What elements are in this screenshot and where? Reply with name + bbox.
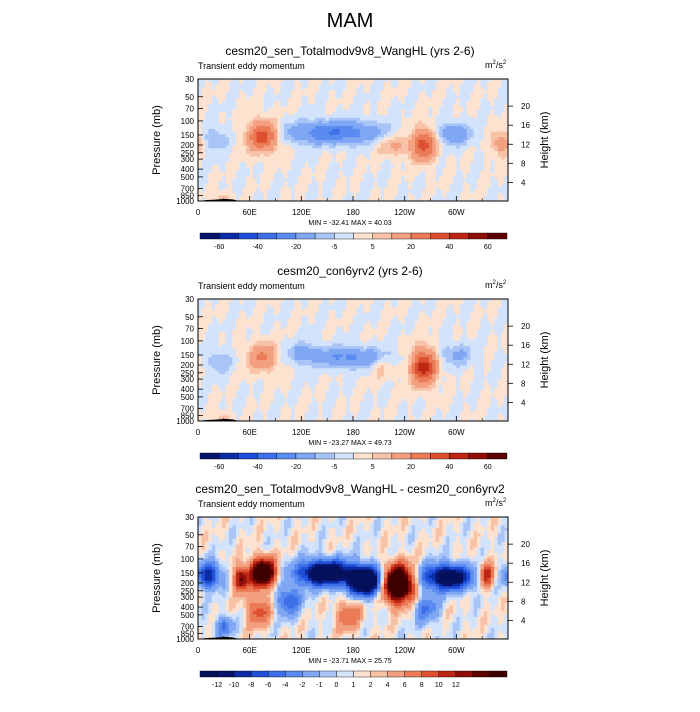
y-tick-label: 1000 xyxy=(176,197,194,206)
x-tick-label: 120E xyxy=(292,208,311,217)
colorbar-label: -60 xyxy=(214,244,224,251)
colorbar-swatch xyxy=(334,233,353,239)
colorbar-swatch xyxy=(238,233,257,239)
height-tick-label: 16 xyxy=(521,121,530,130)
colorbar-label: 60 xyxy=(484,244,492,251)
height-tick-label: 20 xyxy=(521,102,530,111)
height-tick-label: 12 xyxy=(521,140,530,149)
colorbar-swatch xyxy=(411,233,430,239)
y-tick-label: 70 xyxy=(185,104,194,113)
x-tick-label: 180 xyxy=(346,208,360,217)
colorbar-swatch xyxy=(392,233,411,239)
contour-field xyxy=(198,299,509,422)
colorbar-swatch xyxy=(449,233,468,239)
colorbar-swatch xyxy=(488,233,507,239)
panel-plot: 3050701001502002503004005007008501000201… xyxy=(0,264,700,494)
x-tick-label: 60E xyxy=(243,208,257,217)
colorbar-swatch xyxy=(469,233,488,239)
colorbar-swatch xyxy=(219,233,238,239)
x-tick-label: 0 xyxy=(196,208,201,217)
colorbar-swatch xyxy=(200,233,219,239)
colorbar-swatch xyxy=(430,233,449,239)
y-tick-label: 100 xyxy=(181,117,195,126)
x-tick-label: 120W xyxy=(394,208,415,217)
colorbar-swatch xyxy=(354,233,373,239)
y-tick-label: 150 xyxy=(181,131,195,140)
colorbar-label: 40 xyxy=(446,244,454,251)
contour-field xyxy=(198,79,509,202)
y-tick-label: 500 xyxy=(181,173,195,182)
figure-title: MAM xyxy=(0,10,700,33)
height-tick-label: 4 xyxy=(521,178,526,187)
y-tick-label: 50 xyxy=(185,93,194,102)
panel-plot: 3050701001502002503004005007008501000201… xyxy=(0,44,700,274)
colorbar-swatch xyxy=(315,233,334,239)
y-tick-label: 30 xyxy=(185,75,194,84)
colorbar-label: 20 xyxy=(407,244,415,251)
colorbar-swatch xyxy=(296,233,315,239)
y-axis-title: Pressure (mb) xyxy=(151,105,163,175)
min-max-label: MIN = -32.41 MAX = 40.03 xyxy=(0,220,700,227)
colorbar-label: -5 xyxy=(331,244,337,251)
colorbar-label: -40 xyxy=(253,244,263,251)
x-tick-label: 60W xyxy=(448,208,465,217)
colorbar-swatch xyxy=(258,233,277,239)
y-axis-title-right: Height (km) xyxy=(539,112,551,169)
panel-1: cesm20_sen_Totalmodv9v8_WangHL (yrs 2-6)… xyxy=(0,44,700,274)
panel-2: cesm20_con6yrv2 (yrs 2-6) Transient eddy… xyxy=(0,264,700,494)
colorbar-label: -20 xyxy=(291,244,301,251)
y-tick-label: 300 xyxy=(181,155,195,164)
colorbar-swatch xyxy=(373,233,392,239)
height-tick-label: 8 xyxy=(521,159,526,168)
colorbar-swatch xyxy=(277,233,296,239)
colorbar-label: 5 xyxy=(371,244,375,251)
